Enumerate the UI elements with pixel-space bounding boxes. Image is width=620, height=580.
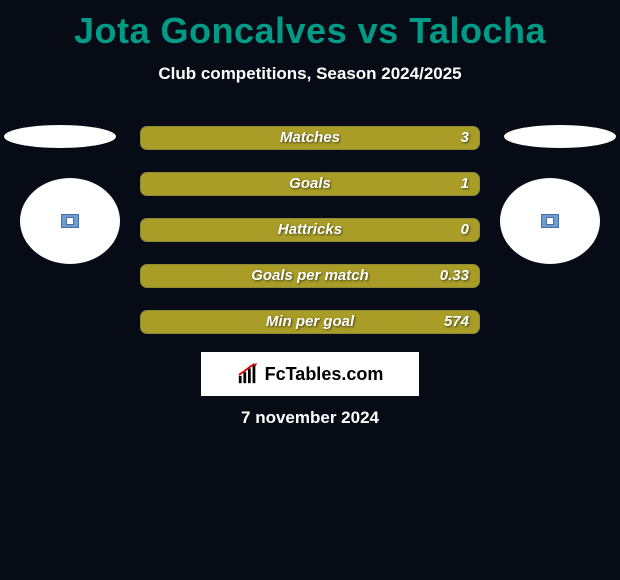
date-label: 7 november 2024 <box>0 408 620 428</box>
stat-row: Hattricks 0 <box>140 218 480 242</box>
image-placeholder-icon <box>61 214 79 228</box>
image-placeholder-icon <box>541 214 559 228</box>
stat-value: 0 <box>461 219 469 241</box>
stat-label: Goals <box>141 173 479 195</box>
player-right-ellipse <box>504 125 616 148</box>
stat-label: Goals per match <box>141 265 479 287</box>
stat-value: 3 <box>461 127 469 149</box>
stat-value: 574 <box>444 311 469 333</box>
player-left-ellipse <box>4 125 116 148</box>
page-title: Jota Goncalves vs Talocha <box>0 0 620 52</box>
stat-value: 1 <box>461 173 469 195</box>
stat-row: Goals per match 0.33 <box>140 264 480 288</box>
player-right-avatar <box>500 178 600 264</box>
stat-label: Min per goal <box>141 311 479 333</box>
stat-row: Min per goal 574 <box>140 310 480 334</box>
stat-label: Hattricks <box>141 219 479 241</box>
stat-row: Matches 3 <box>140 126 480 150</box>
stat-label: Matches <box>141 127 479 149</box>
logo-text: FcTables.com <box>265 364 384 385</box>
stats-bars: Matches 3 Goals 1 Hattricks 0 Goals per … <box>140 126 480 356</box>
stat-row: Goals 1 <box>140 172 480 196</box>
player-left-avatar <box>20 178 120 264</box>
subtitle: Club competitions, Season 2024/2025 <box>0 64 620 84</box>
stat-value: 0.33 <box>440 265 469 287</box>
chart-icon <box>237 363 259 385</box>
source-logo: FcTables.com <box>201 352 419 396</box>
